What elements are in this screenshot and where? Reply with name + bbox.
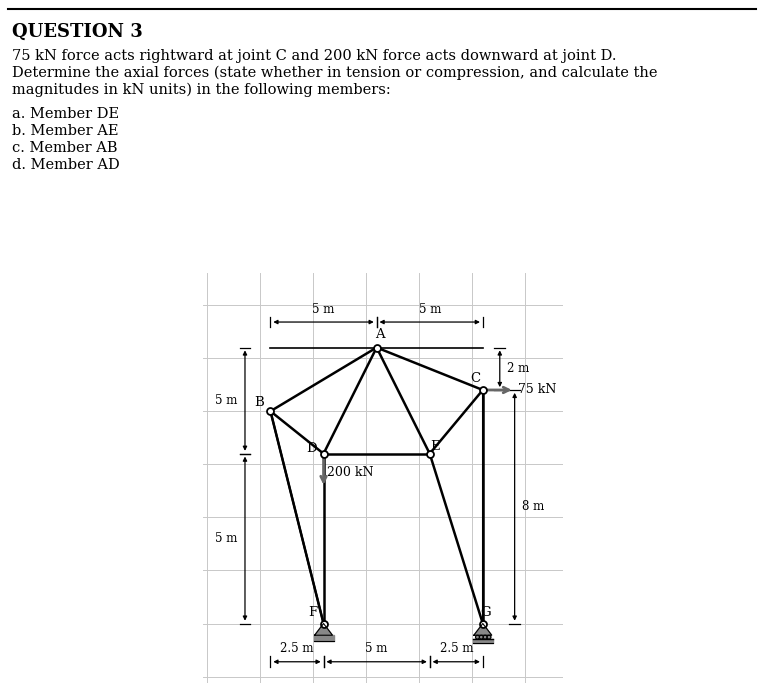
- Text: 75 kN force acts rightward at joint C and 200 kN force acts downward at joint D.: 75 kN force acts rightward at joint C an…: [12, 49, 617, 63]
- Text: a. Member DE: a. Member DE: [12, 107, 119, 121]
- Text: 75 kN: 75 kN: [518, 383, 556, 397]
- Text: G: G: [481, 607, 491, 619]
- Circle shape: [480, 635, 483, 639]
- Text: 5 m: 5 m: [215, 532, 237, 545]
- Text: F: F: [309, 607, 317, 619]
- Text: 5 m: 5 m: [313, 303, 335, 316]
- Bar: [473, 639, 493, 643]
- Text: 8 m: 8 m: [522, 500, 545, 513]
- Text: E: E: [430, 440, 440, 453]
- Text: 5 m: 5 m: [215, 394, 237, 407]
- Text: Determine the axial forces (state whether in tension or compression, and calcula: Determine the axial forces (state whethe…: [12, 66, 657, 81]
- Text: 5 m: 5 m: [418, 303, 441, 316]
- Text: D: D: [306, 442, 317, 455]
- Bar: [313, 635, 333, 641]
- Text: A: A: [375, 328, 385, 341]
- Text: B: B: [254, 396, 264, 409]
- Circle shape: [476, 635, 480, 639]
- Polygon shape: [474, 624, 492, 635]
- Text: QUESTION 3: QUESTION 3: [12, 23, 142, 41]
- Circle shape: [483, 635, 487, 639]
- Text: 2.5 m: 2.5 m: [280, 643, 314, 656]
- Text: 200 kN: 200 kN: [327, 466, 373, 479]
- Text: c. Member AB: c. Member AB: [12, 141, 117, 155]
- Text: 2.5 m: 2.5 m: [440, 643, 473, 656]
- Text: magnitudes in kN units) in the following members:: magnitudes in kN units) in the following…: [12, 83, 391, 98]
- Polygon shape: [315, 624, 332, 635]
- Text: b. Member AE: b. Member AE: [12, 124, 119, 138]
- Text: 2 m: 2 m: [507, 362, 529, 375]
- Text: 5 m: 5 m: [365, 643, 388, 656]
- Text: d. Member AD: d. Member AD: [12, 158, 119, 172]
- Circle shape: [487, 635, 491, 639]
- Text: C: C: [470, 372, 480, 385]
